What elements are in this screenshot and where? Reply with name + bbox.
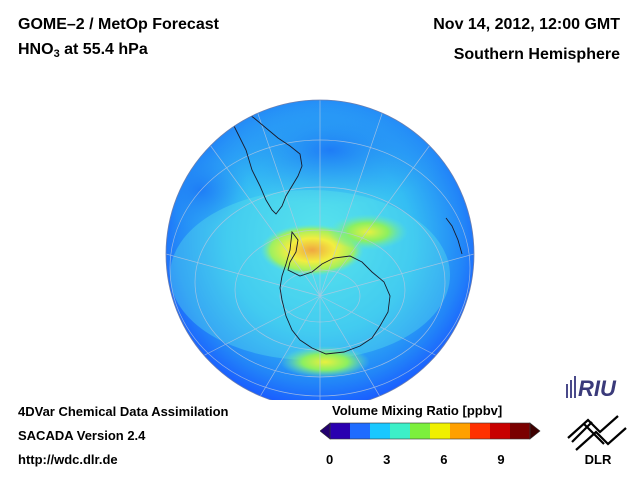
riu-logo-bar-3 [574,376,576,398]
version-label: SACADA Version 2.4 [18,428,146,443]
globe-outline [165,99,475,400]
colorbar-tick-label: 9 [497,452,505,467]
colorbar-segment [490,423,511,439]
riu-logo: RIU [566,376,617,401]
colorbar-tick-label: 3 [383,452,391,467]
pressure-level: at 55.4 hPa [59,41,148,58]
colorbar-over-arrow [529,422,541,440]
dark-blue-region-north [210,100,450,205]
colorbar-segment [510,423,531,439]
dlr-logo-mark [567,415,627,451]
hemisphere-label: Southern Hemisphere [453,46,620,63]
south-america-coast [221,103,303,215]
high-concentration-lobe-east [328,214,408,250]
dlr-logo: DLR [567,415,627,467]
high-concentration-lobe-south [280,346,370,378]
colorbar-segment [470,423,491,439]
riu-logo-text: RIU [578,376,617,401]
colorbar-segment [330,423,351,439]
colorbar [320,422,541,440]
colorbar-tick-label: 0 [326,452,334,467]
colorbar-segment [430,423,451,439]
colorbar-under-arrow [320,422,331,440]
colorbar-frame [329,422,531,440]
colorbar-segment [410,423,431,439]
title-line-1: GOME–2 / MetOp Forecast [18,16,219,33]
riu-logo-bar-1 [566,384,568,398]
colorbar-segment [350,423,371,439]
colorbar-segment [370,423,391,439]
colorbar-segment [390,423,411,439]
graticule [166,100,474,400]
assimilation-label: 4DVar Chemical Data Assimilation [18,404,229,419]
species-subscript: 3 [53,48,60,60]
dlr-logo-text: DLR [585,452,612,467]
globe-map [165,99,475,400]
title-line-2: HNO3 at 55.4 hPa [18,41,148,60]
website-url: http://wdc.dlr.de [18,452,118,467]
colorbar-segments [330,423,531,439]
antarctic-peninsula-coast [279,230,391,355]
colorbar-segment [450,423,471,439]
riu-logo-bar-2 [570,380,572,398]
species-name: HNO [18,41,54,58]
africa-coast-fragment [445,217,463,255]
colorbar-tick-label: 6 [440,452,448,467]
colorbar-title: Volume Mixing Ratio [ppbv] [332,403,503,418]
forecast-datetime: Nov 14, 2012, 12:00 GMT [433,16,620,33]
